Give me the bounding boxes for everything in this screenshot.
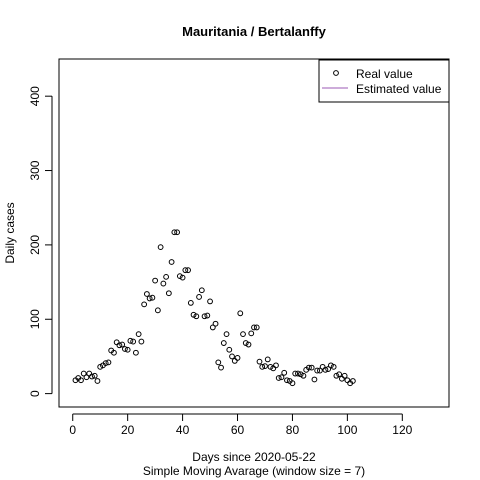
data-point <box>249 331 254 336</box>
y-tick-label: 0 <box>28 390 42 397</box>
data-point <box>265 357 270 362</box>
x-tick-label: 60 <box>231 423 245 437</box>
chart-title: Mauritania / Bertalanffy <box>182 24 327 39</box>
data-point <box>197 295 202 300</box>
x-axis-label: Days since 2020-05-22 <box>192 450 316 464</box>
data-point <box>241 332 246 337</box>
x-axis: 0 20 40 60 80 100 120 <box>69 414 412 437</box>
data-point <box>161 281 166 286</box>
x-tick-label: 0 <box>69 423 76 437</box>
data-point <box>312 377 317 382</box>
x-tick-label: 80 <box>286 423 300 437</box>
x-tick-label: 100 <box>337 423 357 437</box>
data-point <box>188 300 193 305</box>
data-point <box>221 341 226 346</box>
data-point <box>216 360 221 365</box>
data-point <box>238 311 243 316</box>
data-point <box>320 364 325 369</box>
data-point <box>282 370 287 375</box>
y-tick-label: 200 <box>28 235 42 255</box>
data-point <box>144 292 149 297</box>
data-point <box>339 376 344 381</box>
data-point <box>87 371 92 376</box>
y-axis-label: Daily cases <box>3 202 17 263</box>
data-point <box>155 308 160 313</box>
x-tick-label: 120 <box>392 423 412 437</box>
data-point <box>227 347 232 352</box>
data-point <box>95 379 100 384</box>
data-point <box>235 356 240 361</box>
data-point <box>142 302 147 307</box>
legend-label-estimated-value: Estimated value <box>356 82 442 96</box>
legend: Real value Estimated value <box>319 60 449 102</box>
data-point <box>136 332 141 337</box>
data-point <box>342 373 347 378</box>
data-point <box>213 321 218 326</box>
data-point <box>169 260 174 265</box>
data-point <box>224 332 229 337</box>
data-point <box>230 354 235 359</box>
data-point <box>158 245 163 250</box>
x-tick-label: 20 <box>121 423 135 437</box>
legend-label-real-value: Real value <box>356 67 413 81</box>
y-tick-label: 100 <box>28 309 42 329</box>
x-tick-label: 40 <box>176 423 190 437</box>
y-axis: 0 100 200 300 400 <box>28 86 52 397</box>
data-point <box>164 274 169 279</box>
y-tick-label: 400 <box>28 86 42 106</box>
data-points <box>73 230 355 386</box>
data-point <box>114 340 119 345</box>
plot-frame <box>59 59 449 407</box>
data-point <box>134 350 139 355</box>
data-point <box>166 291 171 296</box>
data-point <box>153 278 158 283</box>
data-point <box>139 339 144 344</box>
data-point <box>219 365 224 370</box>
y-tick-label: 300 <box>28 160 42 180</box>
data-point <box>232 358 237 363</box>
data-point <box>199 288 204 293</box>
data-point <box>345 378 350 383</box>
data-point <box>257 359 262 364</box>
data-point <box>274 363 279 368</box>
data-point <box>208 299 213 304</box>
chart-subtitle: Simple Moving Avarage (window size = 7) <box>143 464 365 478</box>
